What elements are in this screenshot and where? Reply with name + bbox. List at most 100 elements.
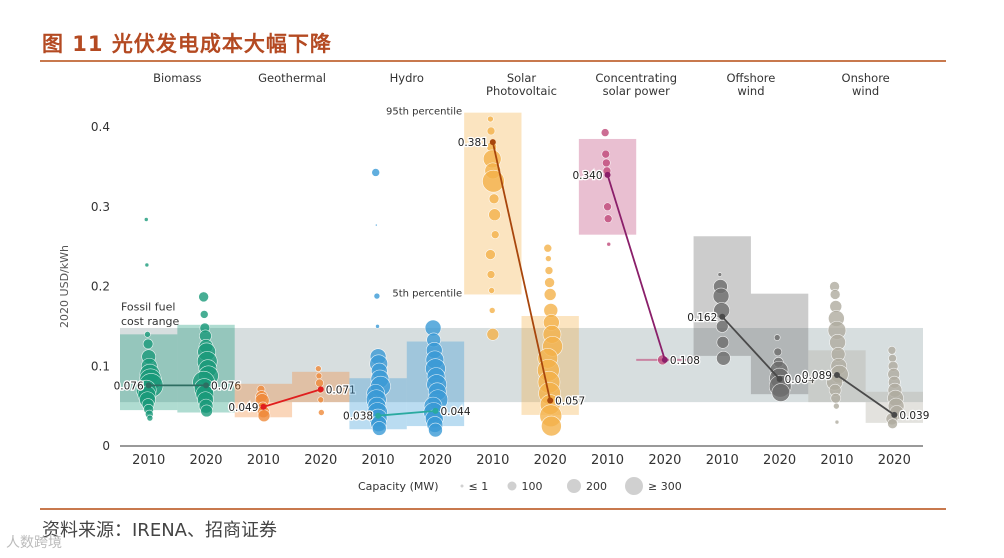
value-label-2020: 0.084	[785, 374, 815, 386]
project-bubble	[144, 262, 150, 268]
project-bubble	[887, 418, 898, 429]
project-bubble	[373, 292, 381, 300]
value-label-2010: 0.381	[458, 137, 488, 149]
project-bubble	[601, 149, 611, 159]
project-bubble	[717, 272, 723, 277]
category-title: wind	[737, 84, 764, 98]
project-bubble	[716, 336, 730, 349]
project-bubble	[487, 115, 494, 123]
value-label-2020: 0.044	[440, 406, 470, 418]
project-bubble	[490, 230, 500, 239]
trend-line	[378, 410, 436, 417]
project-bubble	[773, 347, 783, 357]
category-title: Onshore	[842, 71, 890, 85]
year-label: 2020	[763, 453, 796, 468]
trend-line	[606, 174, 666, 361]
value-label-2010: 0.038	[343, 411, 373, 423]
legend-label: ≥ 300	[648, 480, 682, 493]
category-title: Offshore	[727, 71, 776, 85]
year-label: 2020	[534, 453, 567, 468]
project-bubble	[773, 334, 781, 341]
project-bubble	[428, 422, 443, 438]
category-title: Photovoltaic	[486, 84, 557, 98]
project-bubble	[486, 126, 496, 136]
project-bubble	[543, 288, 557, 301]
year-label: 2010	[247, 453, 280, 468]
category-title: wind	[852, 84, 879, 98]
value-label-2020: 0.057	[555, 396, 585, 408]
lcoe-point-2020	[317, 386, 324, 393]
category-title: Hydro	[390, 71, 424, 85]
lcoe-point-2010	[604, 171, 611, 178]
lcoe-point-2010	[833, 372, 840, 379]
figure-title: 图 11 光伏发电成本大幅下降	[42, 32, 332, 56]
project-bubble	[602, 158, 611, 168]
p95-label: 95th percentile	[386, 107, 462, 118]
trend-line	[491, 141, 552, 401]
value-label-2010: 0.340	[572, 170, 602, 182]
value-label-2010: 0.162	[687, 312, 717, 324]
legend-bubble	[625, 477, 643, 495]
project-bubble	[371, 168, 381, 177]
top-rule	[40, 60, 946, 62]
category-title: Concentrating	[595, 71, 677, 85]
project-bubble	[485, 249, 496, 260]
y-tick-label: 0.4	[91, 120, 110, 134]
legend-bubble	[460, 484, 464, 488]
legend-bubble	[567, 479, 581, 493]
project-bubble	[543, 243, 553, 253]
year-label: 2010	[591, 453, 624, 468]
y-tick-label: 0.1	[91, 359, 110, 373]
project-bubble	[830, 392, 842, 404]
year-label: 2010	[362, 453, 395, 468]
watermark: 人数跨境	[6, 535, 62, 551]
project-bubble	[488, 287, 495, 294]
category-title: solar power	[603, 84, 670, 98]
lcoe-point-2010	[489, 139, 496, 146]
project-bubble	[198, 291, 209, 303]
source-note: 资料来源：IRENA、招商证券	[42, 520, 277, 541]
project-bubble	[771, 383, 791, 402]
value-label-2020: 0.039	[899, 410, 929, 422]
project-bubble	[712, 287, 730, 305]
project-bubble	[545, 255, 552, 262]
project-bubble	[603, 214, 613, 224]
project-bubble	[606, 241, 612, 247]
project-bubble	[199, 310, 209, 319]
lcoe-point-2020	[547, 397, 554, 404]
value-label-2010: 0.076	[114, 380, 144, 392]
lcoe-point-2020	[661, 356, 668, 363]
project-bubble	[486, 270, 496, 279]
project-bubble	[834, 419, 840, 425]
fossil-label-1: Fossil fuel	[121, 300, 175, 313]
project-bubble	[488, 193, 500, 205]
y-axis-label: 2020 USD/kWh	[58, 245, 71, 328]
lcoe-point-2020	[203, 382, 210, 389]
y-tick-label: 0	[102, 439, 110, 453]
category-title: Geothermal	[258, 71, 326, 85]
lcoe-point-2010	[719, 313, 726, 320]
lcoe-point-2020	[432, 407, 439, 414]
project-bubble	[315, 378, 324, 388]
project-bubble	[603, 202, 612, 212]
year-label: 2010	[706, 453, 739, 468]
lcoe-point-2020	[891, 411, 898, 418]
bottom-rule	[40, 508, 946, 510]
value-label-2020: 0.071	[326, 384, 356, 396]
y-tick-label: 0.2	[91, 280, 110, 294]
project-bubble	[146, 414, 154, 422]
value-label-2020: 0.076	[211, 380, 241, 392]
project-bubble	[482, 169, 505, 193]
trend-line	[721, 316, 781, 380]
project-bubble	[144, 331, 151, 338]
lcoe-point-2010	[375, 412, 382, 419]
project-bubble	[142, 338, 154, 350]
project-bubble	[829, 289, 841, 300]
project-bubble	[200, 404, 213, 418]
category-title: Biomass	[153, 71, 201, 85]
year-label: 2020	[878, 453, 911, 468]
legend-label: 200	[586, 480, 607, 493]
legend-label: ≤ 1	[469, 480, 489, 493]
lcoe-point-2010	[260, 403, 267, 410]
